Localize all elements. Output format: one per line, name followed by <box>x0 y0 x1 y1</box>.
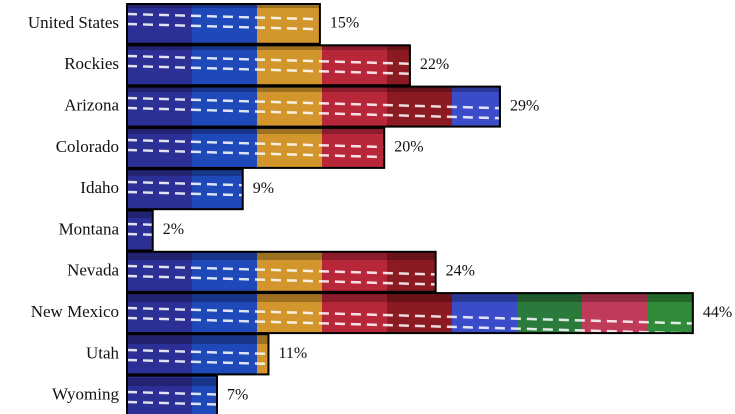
value-label: 29% <box>510 97 539 114</box>
bar <box>126 168 244 211</box>
value-label: 9% <box>253 180 274 197</box>
bar <box>126 209 154 252</box>
category-label: Idaho <box>80 178 119 197</box>
value-label: 22% <box>420 56 449 73</box>
value-label: 15% <box>330 15 359 32</box>
bar <box>126 44 411 87</box>
value-label: 20% <box>394 139 423 156</box>
bar <box>126 250 437 293</box>
category-label: New Mexico <box>31 302 119 321</box>
bar <box>126 333 270 376</box>
bar <box>126 3 321 45</box>
category-label: Wyoming <box>52 385 119 404</box>
category-label: Nevada <box>67 261 119 280</box>
category-label: Rockies <box>64 54 119 73</box>
category-label: Colorado <box>56 137 119 156</box>
bar <box>126 126 386 169</box>
category-label: Utah <box>86 343 120 362</box>
category-label: Montana <box>59 219 120 238</box>
category-label: United States <box>28 13 119 32</box>
category-label: Arizona <box>64 96 119 115</box>
bar <box>126 374 219 414</box>
bar <box>126 85 501 128</box>
value-label: 24% <box>446 262 475 279</box>
value-label: 7% <box>227 386 248 403</box>
value-label: 11% <box>278 345 307 362</box>
value-label: 2% <box>163 221 184 238</box>
value-label: 44% <box>703 304 732 321</box>
bar <box>126 292 694 335</box>
